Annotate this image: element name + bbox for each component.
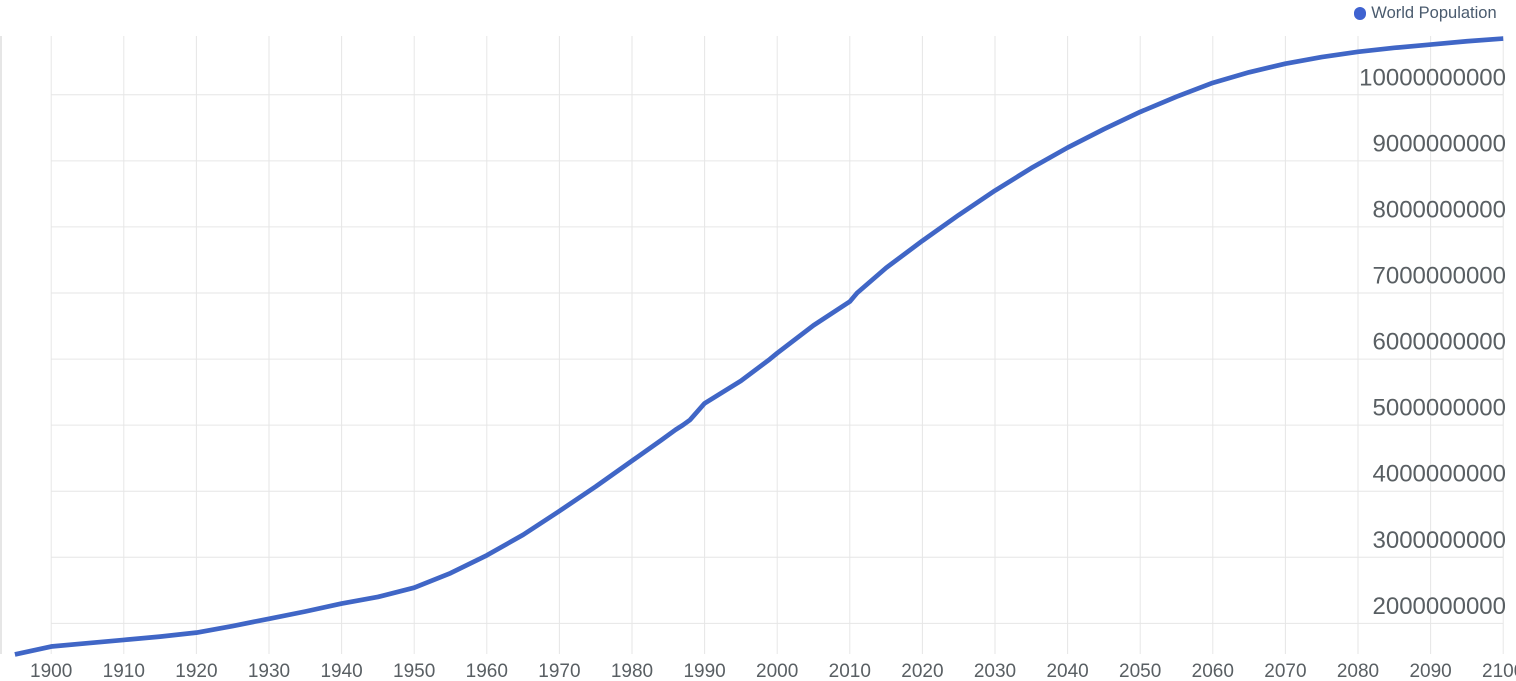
svg-text:2010: 2010: [829, 661, 871, 681]
svg-text:2100: 2100: [1482, 661, 1516, 681]
svg-text:1920: 1920: [175, 661, 217, 681]
svg-text:6000000000: 6000000000: [1373, 329, 1506, 356]
svg-text:2000: 2000: [756, 661, 798, 681]
svg-text:1900: 1900: [30, 661, 72, 681]
svg-text:2030: 2030: [974, 661, 1016, 681]
svg-text:8000000000: 8000000000: [1373, 196, 1506, 223]
svg-text:1980: 1980: [611, 661, 653, 681]
svg-text:2000000000: 2000000000: [1373, 593, 1506, 620]
svg-text:2070: 2070: [1264, 661, 1306, 681]
svg-text:1970: 1970: [538, 661, 580, 681]
svg-text:2020: 2020: [901, 661, 943, 681]
svg-text:7000000000: 7000000000: [1373, 262, 1506, 289]
svg-text:1910: 1910: [103, 661, 145, 681]
svg-text:1940: 1940: [320, 661, 362, 681]
svg-text:4000000000: 4000000000: [1373, 461, 1506, 488]
svg-text:3000000000: 3000000000: [1373, 527, 1506, 554]
svg-text:2090: 2090: [1409, 661, 1451, 681]
svg-text:2080: 2080: [1337, 661, 1379, 681]
svg-text:1960: 1960: [466, 661, 508, 681]
svg-text:1990: 1990: [683, 661, 725, 681]
svg-text:10000000000: 10000000000: [1359, 64, 1506, 91]
svg-text:9000000000: 9000000000: [1373, 130, 1506, 157]
svg-text:2040: 2040: [1046, 661, 1088, 681]
svg-text:2050: 2050: [1119, 661, 1161, 681]
svg-text:1930: 1930: [248, 661, 290, 681]
svg-text:1950: 1950: [393, 661, 435, 681]
svg-text:5000000000: 5000000000: [1373, 395, 1506, 422]
svg-text:2060: 2060: [1192, 661, 1234, 681]
